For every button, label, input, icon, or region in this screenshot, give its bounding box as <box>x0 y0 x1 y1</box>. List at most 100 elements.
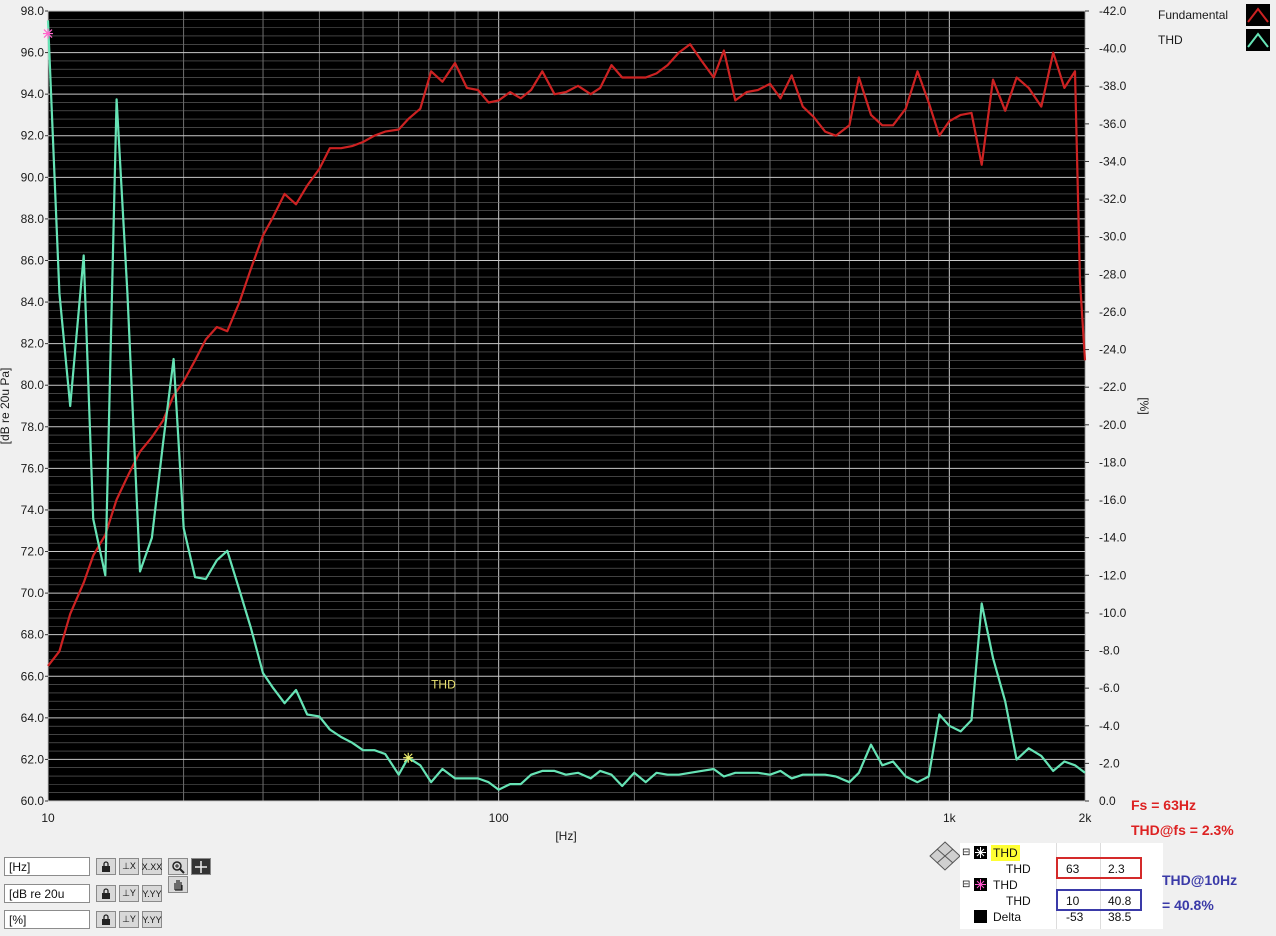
y-left-axis-label: [dB re 20u Pa] <box>0 368 12 445</box>
highlight-box-10hz <box>1056 889 1142 911</box>
line-icon <box>1246 3 1270 26</box>
y-left-tick-label: 70.0 <box>21 586 45 600</box>
y-left-tick-label: 94.0 <box>21 87 45 101</box>
cursor-1-y[interactable]: 2.3 <box>1108 862 1125 876</box>
x-tick-label: 100 <box>489 811 509 825</box>
cursor-marker-stroke <box>43 29 53 38</box>
x-scale-controls: [Hz] ⊥X X.XX <box>4 857 211 876</box>
hand-icon[interactable] <box>168 876 188 893</box>
y-right-tick-label: -42.0 <box>1099 4 1127 18</box>
y2-format-button[interactable]: Y.YY <box>142 911 162 928</box>
y-right-tick-label: -26.0 <box>1099 305 1127 319</box>
legend-item-fundamental[interactable]: Fundamental <box>1158 2 1276 27</box>
column-divider <box>1056 843 1057 929</box>
y-right-tick-label: 0.0 <box>1099 794 1116 808</box>
y-right-tick-label: -24.0 <box>1099 343 1127 357</box>
collapse-icon[interactable]: ⊟ <box>962 847 971 858</box>
y-left-tick-label: 64.0 <box>21 711 45 725</box>
cursor-2-y[interactable]: 40.8 <box>1108 894 1132 908</box>
line-icon <box>1246 28 1270 51</box>
y-right-tick-label: -16.0 <box>1099 493 1127 507</box>
lock-icon[interactable] <box>96 885 116 902</box>
cursor-1-values: THD 63 2.3 <box>960 861 1163 877</box>
cursor-2-x[interactable]: 10 <box>1066 894 1080 908</box>
cursor-marker-cross <box>403 752 414 763</box>
plot-area <box>48 11 1085 801</box>
star-cursor-icon <box>974 878 987 891</box>
y-right-tick-label: -18.0 <box>1099 455 1127 469</box>
y2-scale-controls: [%] ⊥Y Y.YY <box>4 910 162 929</box>
y-format-button[interactable]: Y.YY <box>142 885 162 902</box>
cursor-panel: ⊟ THD THD 63 2.3 ⊟ THD THD 10 40.8 Delta… <box>960 843 1163 929</box>
y-right-axis-label: [%] <box>1137 397 1151 414</box>
y-left-tick-label: 76.0 <box>21 461 45 475</box>
x-tick-label: 10 <box>41 811 55 825</box>
legend-label-thd: THD <box>1158 32 1183 47</box>
y-right-tick-label: -14.0 <box>1099 531 1127 545</box>
series-line-fundamental <box>47 43 1087 667</box>
y-right-tick-label: -36.0 <box>1099 117 1127 131</box>
fs-annotation: Fs = 63Hz <box>1131 797 1196 813</box>
cursor-2-values: THD 10 40.8 <box>960 893 1163 909</box>
y-left-tick-label: 98.0 <box>21 4 45 18</box>
y-right-tick-label: -34.0 <box>1099 154 1127 168</box>
y-left-tick-label: 86.0 <box>21 253 45 267</box>
cursor-1-name: THD <box>991 845 1020 861</box>
y-autoscale-button[interactable]: ⊥Y <box>119 885 139 902</box>
delta-swatch-icon <box>974 910 987 923</box>
series-line-thd <box>46 20 1086 791</box>
delta-y: 38.5 <box>1108 910 1132 924</box>
cursor-move-icon[interactable] <box>929 841 961 871</box>
x-autoscale-button[interactable]: ⊥X <box>119 858 139 875</box>
axes-layer: 60.0 62.0 64.0 66.0 68.0 70.0 72.0 74.0 76.0 78.0… <box>21 4 1127 825</box>
series-layer <box>46 20 1087 791</box>
column-divider <box>1100 843 1101 929</box>
crosshair-icon[interactable] <box>191 858 211 875</box>
y-left-tick-label: 60.0 <box>21 794 45 808</box>
grid <box>47 10 1086 802</box>
legend: Fundamental THD <box>1158 2 1276 52</box>
cursor-2-name: THD <box>993 878 1018 892</box>
thd-10hz-annotation: THD@10Hz <box>1162 872 1238 888</box>
thd-fs-annotation: THD@fs = 2.3% <box>1131 822 1234 838</box>
y-right-tick-label: -32.0 <box>1099 192 1127 206</box>
cursor-1-x[interactable]: 63 <box>1066 862 1080 876</box>
y2-autoscale-button[interactable]: ⊥Y <box>119 911 139 928</box>
cursor-row-2[interactable]: ⊟ THD <box>960 877 1163 893</box>
cursor-row-1[interactable]: ⊟ THD <box>960 845 1163 861</box>
y-left-tick-label: 96.0 <box>21 46 45 60</box>
y-right-tick-label: -30.0 <box>1099 230 1127 244</box>
cross-cursor-icon <box>974 846 987 859</box>
collapse-icon[interactable]: ⊟ <box>962 879 971 890</box>
y-right-tick-label: -10.0 <box>1099 606 1127 620</box>
plot-annotation: THD <box>431 678 456 692</box>
y-left-tick-label: 80.0 <box>21 378 45 392</box>
y-right-tick-label: -2.0 <box>1099 756 1120 770</box>
y-left-tick-label: 84.0 <box>21 295 45 309</box>
cursor-1-plot: THD <box>1006 862 1031 876</box>
zoom-icon[interactable] <box>168 858 188 875</box>
y-left-tick-label: 66.0 <box>21 669 45 683</box>
y-right-tick-label: -28.0 <box>1099 267 1127 281</box>
lock-icon[interactable] <box>96 858 116 875</box>
y-scale-name-field[interactable]: [dB re 20u <box>4 884 90 903</box>
y-left-tick-label: 78.0 <box>21 420 45 434</box>
legend-item-thd[interactable]: THD <box>1158 27 1276 52</box>
x-format-button[interactable]: X.XX <box>142 858 162 875</box>
y-left-tick-label: 68.0 <box>21 628 45 642</box>
x-scale-name-field[interactable]: [Hz] <box>4 857 90 876</box>
y-right-tick-label: -22.0 <box>1099 380 1127 394</box>
lock-icon[interactable] <box>96 911 116 928</box>
y-right-tick-label: -38.0 <box>1099 79 1127 93</box>
y-left-tick-label: 88.0 <box>21 212 45 226</box>
y-left-tick-label: 92.0 <box>21 129 45 143</box>
x-axis-label: [Hz] <box>555 829 576 843</box>
y-right-tick-label: -8.0 <box>1099 644 1120 658</box>
y-left-tick-label: 90.0 <box>21 170 45 184</box>
highlight-box-fs <box>1056 857 1142 879</box>
y-right-tick-label: -12.0 <box>1099 568 1127 582</box>
y2-scale-name-field[interactable]: [%] <box>4 910 90 929</box>
y-left-tick-label: 74.0 <box>21 503 45 517</box>
delta-label: Delta <box>993 910 1022 924</box>
